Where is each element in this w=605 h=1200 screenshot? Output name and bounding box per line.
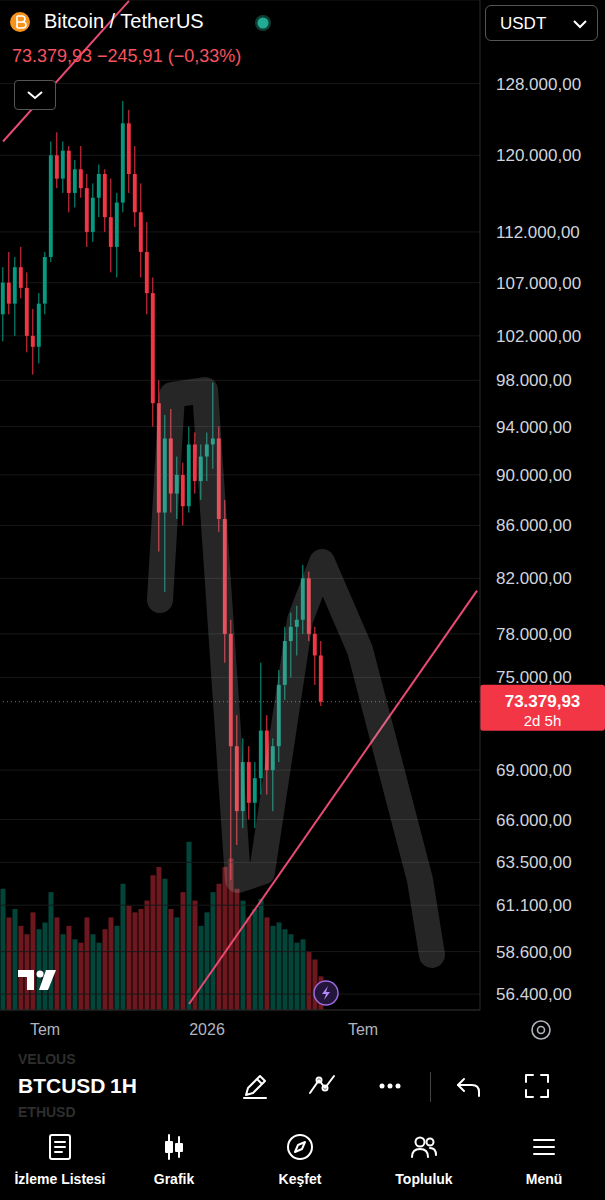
html-text:Keşfet: Keşfet <box>278 1171 322 1187</box>
svg-text:61.100,00: 61.100,00 <box>496 896 572 915</box>
html-text:Topluluk: Topluluk <box>395 1171 453 1187</box>
html-text:Menü: Menü <box>525 1171 563 1187</box>
svg-text:58.600,00: 58.600,00 <box>496 943 572 962</box>
svg-text:63.500,00: 63.500,00 <box>496 853 572 872</box>
svg-text:98.000,00: 98.000,00 <box>496 371 572 390</box>
svg-text:90.000,00: 90.000,00 <box>496 466 572 485</box>
svg-text:2d 5h: 2d 5h <box>524 712 562 729</box>
svg-text:102.000,00: 102.000,00 <box>496 327 581 346</box>
html-text:Grafik: Grafik <box>153 1171 195 1187</box>
svg-text:120.000,00: 120.000,00 <box>496 146 581 165</box>
html-text:BTCUSD: BTCUSD <box>18 1074 106 1097</box>
svg-text:56.400,00: 56.400,00 <box>496 985 572 1004</box>
svg-text:86.000,00: 86.000,00 <box>496 516 572 535</box>
svg-text:73.379,93: 73.379,93 <box>505 692 581 711</box>
svg-text:75.000,00: 75.000,00 <box>496 668 572 687</box>
html-text:İzleme Listesi: İzleme Listesi <box>14 1171 106 1187</box>
html-text:Bitcoin / TetherUS: Bitcoin / TetherUS <box>44 10 204 32</box>
svg-text:82.000,00: 82.000,00 <box>496 569 572 588</box>
html-text:1H: 1H <box>110 1074 137 1097</box>
svg-text:112.000,00: 112.000,00 <box>496 223 580 242</box>
svg-text:94.000,00: 94.000,00 <box>496 418 572 437</box>
svg-text:2026: 2026 <box>189 1021 225 1038</box>
svg-text:Tem: Tem <box>30 1021 60 1038</box>
svg-text:107.000,00: 107.000,00 <box>496 274 581 293</box>
html-text:USDT: USDT <box>500 14 547 33</box>
html-text:VELOUS: VELOUS <box>18 1051 76 1067</box>
svg-text:66.000,00: 66.000,00 <box>496 811 572 830</box>
svg-text:Tem: Tem <box>348 1021 378 1038</box>
html-text:ETHUSD: ETHUSD <box>18 1104 76 1120</box>
svg-text:69.000,00: 69.000,00 <box>496 761 572 780</box>
svg-text:78.000,00: 78.000,00 <box>496 625 572 644</box>
html-text:73.379,93 −245,91 (−0,33%): 73.379,93 −245,91 (−0,33%) <box>12 46 242 66</box>
svg-text:128.000,00: 128.000,00 <box>496 75 581 94</box>
